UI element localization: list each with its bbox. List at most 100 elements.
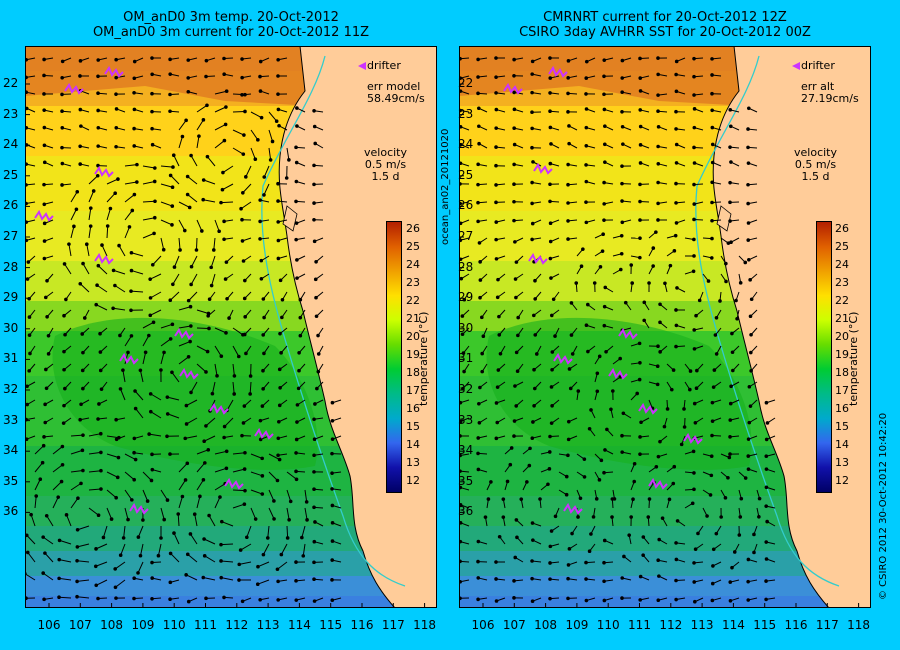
current-vector [149, 433, 162, 437]
current-vector-head [313, 277, 318, 282]
current-vector-head [185, 552, 190, 557]
current-vector-head [584, 76, 589, 80]
current-vector-head [78, 74, 82, 78]
current-vector-head [258, 418, 263, 423]
current-vector-head [512, 182, 516, 186]
left-colorbar [386, 221, 402, 493]
current-vector [221, 577, 234, 581]
current-vector-head [746, 221, 751, 225]
current-vector [214, 106, 227, 113]
current-vector [88, 470, 101, 473]
colorbar-tick-label: 18 [406, 366, 420, 379]
latitude-tick-label: 28 [458, 259, 474, 274]
current-vector-head [549, 313, 554, 318]
current-vector-head [280, 315, 284, 320]
current-vector-head [243, 315, 247, 319]
current-vector-head [660, 516, 665, 520]
current-vector-head [477, 124, 481, 129]
current-vector-head [223, 122, 228, 127]
current-vector [124, 194, 135, 203]
current-vector-head [114, 92, 118, 96]
current-vector-head [695, 368, 699, 373]
current-vector-head [674, 161, 679, 165]
current-vector [232, 489, 246, 492]
current-vector-head [132, 436, 137, 441]
current-vector [70, 482, 82, 491]
drifter-track [34, 209, 54, 222]
current-vector-head [658, 320, 662, 325]
current-vector-head [746, 145, 750, 150]
current-vector-head [710, 108, 714, 113]
current-vector-head [566, 76, 570, 80]
current-vector-head [242, 404, 247, 408]
current-vector-head [298, 333, 303, 338]
current-vector-head [675, 519, 680, 523]
longitude-tick-label: 111 [194, 618, 217, 632]
current-vector-head [579, 264, 584, 269]
current-vector-head [584, 220, 589, 225]
current-vector-head [513, 240, 517, 244]
current-vector-head [260, 474, 265, 478]
current-vector-head [43, 551, 47, 555]
current-vector [221, 521, 234, 527]
current-vector-head [188, 304, 193, 309]
current-vector-head [275, 478, 280, 483]
current-vector-head [224, 260, 229, 264]
current-vector-head [170, 204, 175, 208]
current-vector-head [654, 464, 659, 469]
current-vector [88, 507, 99, 516]
colorbar-tick-label: 19 [406, 348, 420, 361]
right-velocity-legend: velocity 0.5 m/s 1.5 d [794, 147, 837, 183]
current-vector [286, 525, 289, 539]
current-vector-head [201, 575, 206, 580]
current-vector-head [531, 313, 536, 318]
colorbar-tick-label: 14 [406, 438, 420, 451]
current-vector-head [549, 276, 553, 280]
current-vector-head [692, 328, 697, 332]
current-vector-head [728, 599, 733, 603]
current-vector-head [530, 576, 534, 581]
current-vector-head [330, 503, 335, 508]
current-vector-head [129, 289, 133, 293]
current-vector-head [674, 201, 678, 205]
current-vector-head [207, 297, 212, 302]
current-vector-head [734, 298, 738, 303]
current-vector-head [764, 597, 768, 602]
current-vector-head [185, 461, 190, 466]
current-vector [194, 514, 198, 527]
current-vector-head [132, 576, 136, 581]
current-vector-head [514, 518, 519, 522]
current-vector-head [592, 281, 597, 285]
current-vector [113, 269, 126, 275]
current-vector-head [609, 407, 613, 412]
current-vector-head [620, 58, 625, 63]
current-vector-head [548, 199, 552, 204]
current-vector-head [185, 192, 190, 197]
current-vector-head [477, 420, 482, 425]
latitude-tick-label: 33 [458, 412, 474, 427]
current-vector [142, 489, 149, 502]
current-vector-head [95, 173, 100, 178]
current-vector-head [223, 277, 228, 281]
current-vector-head [79, 481, 83, 486]
current-vector-head [161, 247, 166, 252]
current-vector-head [688, 387, 692, 392]
current-vector-head [78, 107, 83, 112]
current-vector [59, 559, 72, 563]
latitude-tick-label: 28 [3, 259, 19, 274]
current-vector-head [602, 142, 607, 147]
current-vector-head [96, 74, 100, 79]
current-vector-head [746, 454, 751, 458]
current-vector [96, 579, 108, 586]
current-vector-head [553, 334, 557, 338]
current-vector-head [114, 417, 118, 422]
current-vector-head [330, 578, 334, 582]
current-vector [88, 208, 92, 221]
current-vector [106, 489, 117, 499]
current-vector-head [547, 467, 552, 471]
current-vector-head [532, 403, 536, 408]
current-vector [142, 232, 155, 239]
current-vector-head [170, 370, 174, 375]
current-vector-head [242, 467, 247, 471]
current-vector [214, 496, 221, 509]
